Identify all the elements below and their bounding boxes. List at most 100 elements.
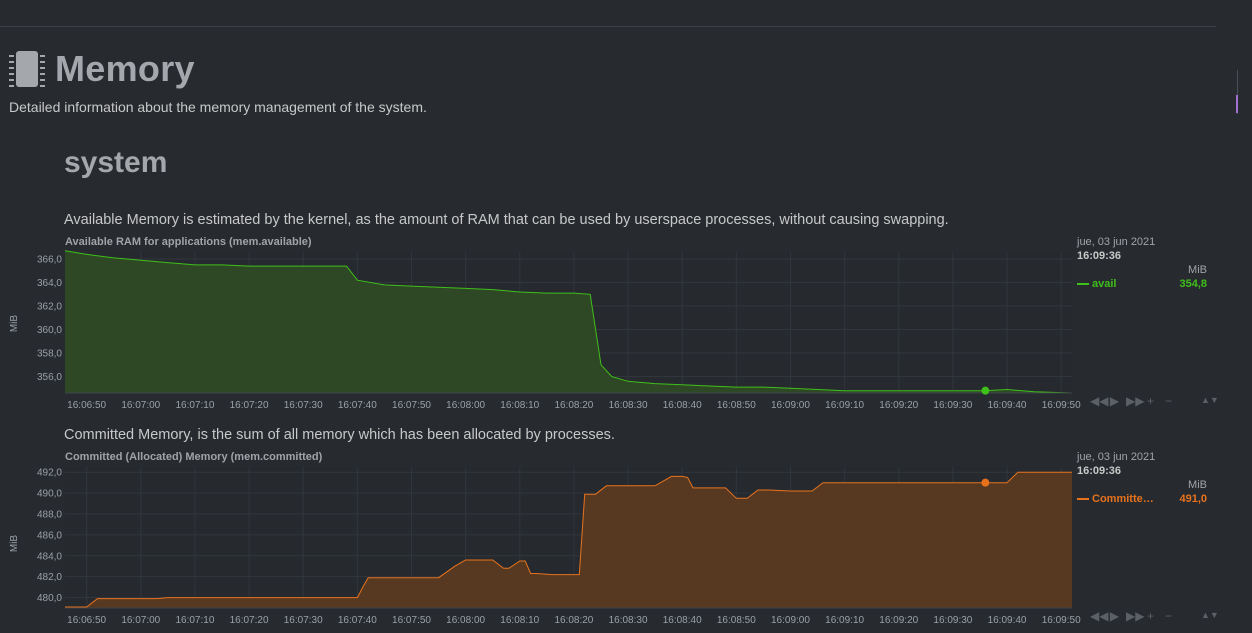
- x-tick-label: 16:06:50: [67, 615, 106, 626]
- x-tick-label: 16:08:40: [663, 400, 702, 411]
- x-tick-label: 16:08:40: [663, 615, 702, 626]
- resize-handle-icon[interactable]: ▲▼: [1201, 395, 1219, 405]
- chart-toolbar-available: ◀◀ ▶ ▶▶ + −: [1090, 394, 1175, 408]
- y-tick-label: 480,0: [37, 593, 62, 604]
- chart-description-committed: Committed Memory, is the sum of all memo…: [64, 427, 615, 443]
- x-tick-label: 16:07:50: [392, 615, 431, 626]
- x-tick-label: 16:07:50: [392, 400, 431, 411]
- x-tick-label: 16:07:20: [230, 400, 269, 411]
- y-tick-label: 486,0: [37, 530, 62, 541]
- x-tick-label: 16:07:10: [175, 400, 214, 411]
- x-tick-label: 16:09:20: [879, 615, 918, 626]
- y-tick-label: 362,0: [37, 302, 62, 313]
- legend-committed: jue, 03 jun 2021 16:09:36 MiB Committe… …: [1077, 451, 1207, 505]
- x-tick-label: 16:07:30: [284, 615, 323, 626]
- legend-units: MiB: [1188, 264, 1207, 276]
- hover-point: [981, 478, 990, 487]
- x-tick-label: 16:08:30: [609, 615, 648, 626]
- chart-title-committed: Committed (Allocated) Memory (mem.commit…: [65, 451, 323, 463]
- x-tick-label: 16:08:50: [717, 615, 756, 626]
- fast-forward-icon[interactable]: ▶▶: [1126, 609, 1145, 623]
- series-area: [65, 250, 1072, 393]
- x-tick-label: 16:07:00: [121, 400, 160, 411]
- series-line: [64, 250, 1073, 394]
- x-tick-label: 16:08:20: [554, 400, 593, 411]
- legend-value: 354,8: [1179, 278, 1207, 290]
- x-tick-label: 16:09:00: [771, 400, 810, 411]
- x-tick-label: 16:07:20: [230, 615, 269, 626]
- y-tick-label: 364,0: [37, 278, 62, 289]
- series-area: [65, 472, 1072, 608]
- series-line: [65, 471, 1072, 608]
- x-tick-label: 16:07:00: [121, 615, 160, 626]
- zoom-out-icon[interactable]: −: [1164, 609, 1172, 623]
- y-tick-label: 488,0: [37, 510, 62, 521]
- legend-swatch: [1077, 283, 1089, 285]
- x-tick-label: 16:09:20: [879, 400, 918, 411]
- chart-title-available: Available RAM for applications (mem.avai…: [65, 236, 312, 248]
- section-description: Detailed information about the memory ma…: [9, 99, 427, 115]
- legend-time: 16:09:36: [1077, 250, 1122, 262]
- x-tick-label: 16:09:50: [1042, 400, 1081, 411]
- x-tick-label: 16:09:40: [988, 400, 1027, 411]
- chart-toolbar-committed: ◀◀ ▶ ▶▶ + −: [1090, 609, 1175, 623]
- legend-time: 16:09:36: [1077, 465, 1122, 477]
- x-tick-label: 16:07:30: [284, 400, 323, 411]
- zoom-in-icon[interactable]: +: [1146, 394, 1154, 408]
- x-tick-label: 16:09:10: [825, 400, 864, 411]
- legend-date: jue, 03 jun 2021: [1077, 451, 1156, 463]
- rewind-icon[interactable]: ◀◀: [1090, 394, 1109, 408]
- x-tick-label: 16:06:50: [67, 400, 106, 411]
- x-tick-label: 16:09:40: [988, 615, 1027, 626]
- resize-handle-icon[interactable]: ▲▼: [1201, 610, 1219, 620]
- x-tick-label: 16:07:40: [338, 400, 377, 411]
- committed-memory-chart[interactable]: 16:06:50 16:07:00 16:07:10 16:07:20 16:07:30…: [0, 463, 1081, 633]
- x-tick-label: 16:08:10: [500, 400, 539, 411]
- chart-description-available: Available Memory is estimated by the ker…: [64, 212, 949, 228]
- x-tick-label: 16:08:10: [500, 615, 539, 626]
- x-tick-label: 16:09:30: [933, 615, 972, 626]
- y-tick-label: 484,0: [37, 551, 62, 562]
- y-tick-label: 490,0: [37, 489, 62, 500]
- legend-dimension-avail[interactable]: avail 354,8: [1077, 278, 1207, 290]
- top-divider: [0, 26, 1216, 27]
- zoom-out-icon[interactable]: −: [1164, 394, 1172, 408]
- legend-swatch: [1077, 498, 1089, 500]
- x-tick-label: 16:08:00: [446, 400, 485, 411]
- legend-available: jue, 03 jun 2021 16:09:36 MiB avail 354,…: [1077, 236, 1207, 290]
- play-icon[interactable]: ▶: [1109, 394, 1120, 408]
- y-tick-label: 360,0: [37, 325, 62, 336]
- legend-value: 491,0: [1179, 493, 1207, 505]
- x-tick-label: 16:08:20: [554, 615, 593, 626]
- scrollbar-track[interactable]: [1237, 70, 1238, 114]
- section-title: Memory: [55, 48, 195, 89]
- subsection-title: system: [64, 146, 168, 179]
- rewind-icon[interactable]: ◀◀: [1090, 609, 1109, 623]
- x-tick-label: 16:07:10: [175, 615, 214, 626]
- play-icon[interactable]: ▶: [1109, 609, 1120, 623]
- x-tick-label: 16:08:00: [446, 615, 485, 626]
- legend-dimension-committed[interactable]: Committe… 491,0: [1077, 493, 1207, 505]
- y-tick-label: 358,0: [37, 349, 62, 360]
- y-tick-label: 492,0: [37, 468, 62, 479]
- memory-chip-icon: [9, 50, 45, 88]
- available-ram-chart[interactable]: 16:06:50 16:07:00 16:07:10 16:07:20 16:07:30…: [0, 248, 1081, 418]
- y-tick-label: 356,0: [37, 372, 62, 383]
- x-tick-label: 16:07:40: [338, 615, 377, 626]
- legend-dimension-name: Committe…: [1092, 493, 1154, 505]
- x-tick-label: 16:08:50: [717, 400, 756, 411]
- hover-point: [981, 386, 990, 395]
- y-tick-label: 366,0: [37, 255, 62, 266]
- x-tick-label: 16:08:30: [609, 400, 648, 411]
- legend-units: MiB: [1188, 479, 1207, 491]
- section-header: Memory: [9, 48, 195, 90]
- x-tick-label: 16:09:30: [933, 400, 972, 411]
- fast-forward-icon[interactable]: ▶▶: [1126, 394, 1145, 408]
- legend-date: jue, 03 jun 2021: [1077, 236, 1156, 248]
- scrollbar-thumb[interactable]: [1236, 95, 1238, 113]
- x-tick-label: 16:09:10: [825, 615, 864, 626]
- x-tick-label: 16:09:50: [1042, 615, 1081, 626]
- zoom-in-icon[interactable]: +: [1146, 609, 1154, 623]
- y-tick-label: 482,0: [37, 572, 62, 583]
- legend-dimension-name: avail: [1092, 278, 1117, 290]
